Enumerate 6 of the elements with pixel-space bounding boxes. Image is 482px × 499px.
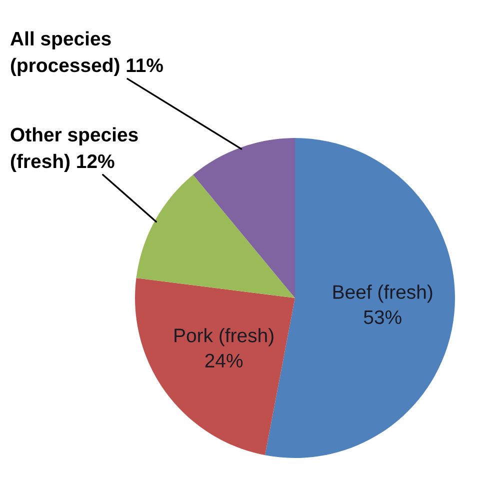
data-label: 24% — [205, 354, 243, 368]
slice-label: Other species (fresh) 12% — [10, 127, 138, 172]
data-label: 53% — [364, 310, 402, 324]
slice-label: All species (processed) 11% — [10, 31, 163, 76]
slice-label: Pork (fresh) — [174, 328, 274, 346]
slice-label: Beef (fresh) — [333, 284, 432, 303]
